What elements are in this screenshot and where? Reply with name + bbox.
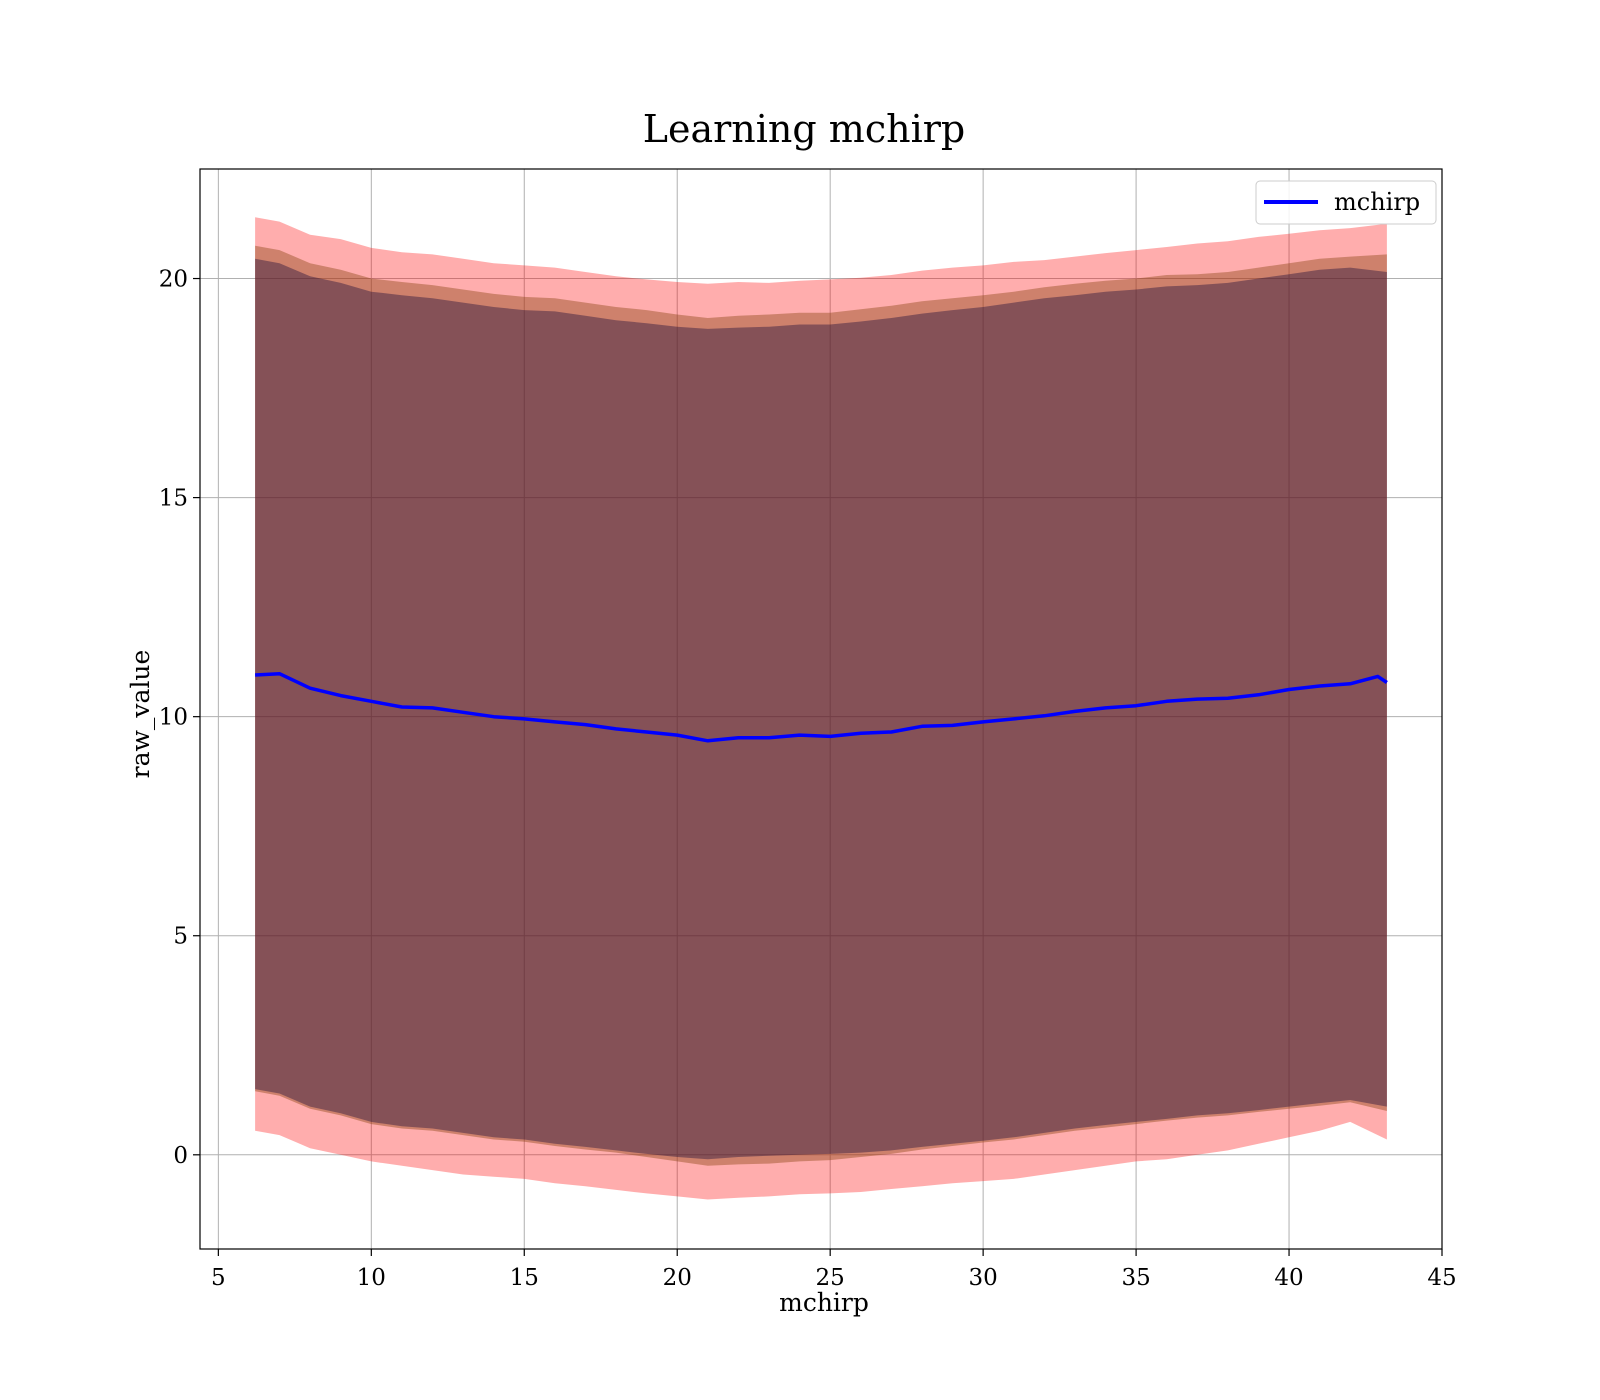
x-axis-label: mchirp	[779, 1288, 869, 1317]
grid	[200, 169, 1443, 1249]
legend-box	[1255, 180, 1437, 225]
y-axis-label: raw_value	[126, 650, 155, 779]
x-tick-label: 45	[1427, 1265, 1456, 1291]
x-tick-label: 5	[211, 1265, 226, 1291]
y-tick-label: 20	[159, 267, 188, 293]
legend: mchirp	[1255, 180, 1437, 225]
plot-frame	[199, 168, 1443, 1250]
x-tick-label: 35	[1121, 1265, 1150, 1291]
x-tick-label: 20	[663, 1265, 692, 1291]
legend-entry-mchirp: mchirp	[1334, 188, 1420, 216]
confidence-bands	[255, 217, 1387, 1200]
x-tick-label: 10	[357, 1265, 386, 1291]
chart-title: Learning mchirp	[643, 107, 965, 151]
y-tick-label: 15	[159, 486, 188, 512]
series-line-mchirp	[255, 671, 1388, 743]
series-lines	[255, 671, 1388, 743]
confidence-band-2	[255, 245, 1387, 1166]
axis-ticks: 5 10 15 20 25 30 35 40 45 0 5 10 15 20	[159, 267, 1457, 1291]
y-tick-label: 10	[159, 705, 188, 731]
confidence-band-3	[255, 258, 1387, 1160]
confidence-band-1	[255, 217, 1387, 1200]
x-tick-label: 15	[510, 1265, 539, 1291]
x-tick-label: 30	[968, 1265, 997, 1291]
x-tick-label: 25	[816, 1265, 845, 1291]
x-tick-label: 40	[1274, 1265, 1303, 1291]
y-tick-label: 5	[173, 924, 188, 950]
y-tick-label: 0	[173, 1143, 188, 1169]
